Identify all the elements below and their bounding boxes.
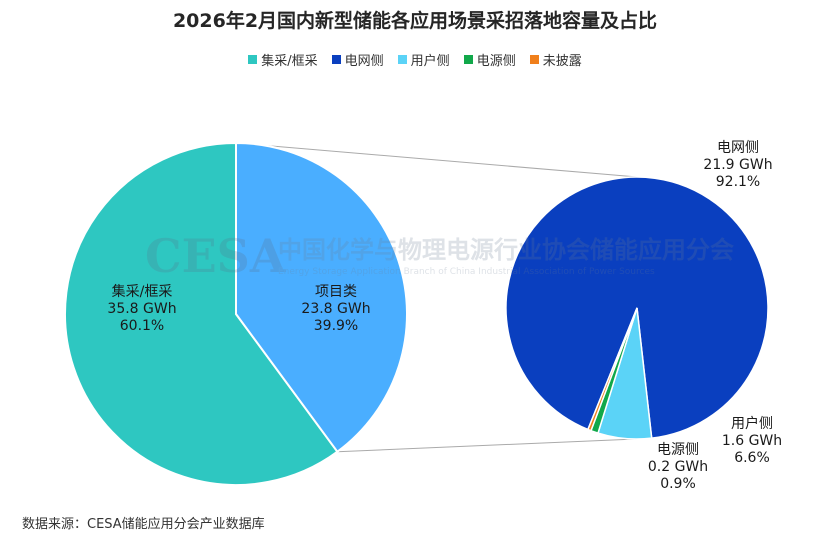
legend-item: 未披露	[529, 50, 582, 69]
label-centralized-line: 35.8 GWh	[107, 301, 176, 317]
pie-slice-project	[235, 141, 408, 454]
label-centralized-line: 集采/框采	[112, 283, 173, 300]
legend-label: 集采/框采	[261, 54, 318, 69]
legend-item: 集采/框采	[248, 50, 318, 69]
label-source-line: 0.2 GWh	[648, 459, 708, 475]
legend-label: 未披露	[542, 54, 582, 69]
label-user-line: 6.6%	[734, 450, 770, 466]
connector-bottom	[337, 438, 638, 453]
label-project: 项目类 23.8 GWh 39.9%	[301, 284, 370, 334]
pie-slice-centralized	[64, 141, 339, 486]
label-grid: 电网侧 21.9 GWh 92.1%	[703, 140, 772, 190]
label-project-line: 39.9%	[314, 318, 358, 334]
label-user-line: 用户侧	[731, 415, 773, 432]
label-user: 用户侧 1.6 GWh 6.6%	[722, 415, 782, 466]
legend-swatch	[331, 55, 341, 64]
watermark-en: Energy Storage Application Branch of Chi…	[278, 267, 655, 277]
source-note: 数据来源：CESA储能应用分会产业数据库	[22, 517, 265, 532]
sub-pie-slice-undisclosed	[586, 307, 638, 432]
legend-item: 电网侧	[331, 50, 384, 69]
legend-item: 电源侧	[463, 50, 516, 69]
label-project-line: 23.8 GWh	[301, 301, 370, 317]
legend-label: 电网侧	[344, 54, 384, 69]
legend-swatch	[248, 55, 258, 64]
legend-item: 用户侧	[397, 50, 450, 69]
watermark-logo: CESA	[145, 229, 287, 283]
label-source: 电源侧 0.2 GWh 0.9%	[648, 442, 708, 492]
sub-pie-slice-grid	[505, 176, 769, 440]
label-user-line: 1.6 GWh	[722, 433, 782, 449]
legend-swatch	[529, 55, 539, 64]
label-source-line: 0.9%	[660, 476, 696, 492]
label-centralized-line: 60.1%	[120, 318, 164, 334]
label-project-line: 项目类	[315, 284, 357, 300]
label-grid-line: 电网侧	[717, 140, 759, 156]
label-centralized: 集采/框采 35.8 GWh 60.1%	[107, 283, 176, 334]
legend: 集采/框采 电网侧 用户侧 电源侧 未披露	[0, 50, 830, 69]
label-source-line: 电源侧	[657, 442, 699, 458]
legend-label: 电源侧	[476, 54, 516, 69]
label-grid-line: 21.9 GWh	[703, 157, 772, 173]
chart-title: 2026年2月国内新型储能各应用场景采招落地容量及占比	[172, 10, 658, 32]
legend-label: 用户侧	[410, 54, 450, 69]
watermark-cn: 中国化学与物理电源行业协会储能应用分会	[278, 236, 734, 264]
connector-top	[235, 142, 638, 178]
legend-swatch	[397, 55, 407, 64]
legend-swatch	[463, 55, 473, 64]
label-grid-line: 92.1%	[716, 174, 760, 190]
